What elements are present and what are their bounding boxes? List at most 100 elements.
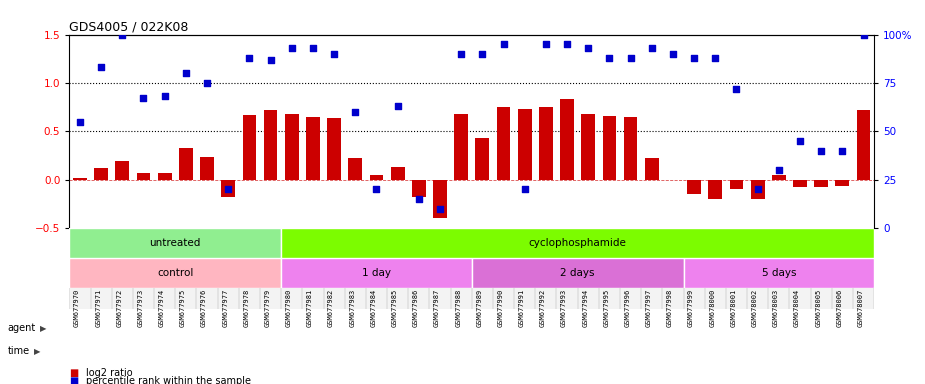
Bar	[602, 116, 616, 180]
Point	[433, 205, 448, 212]
Bar	[472, 258, 684, 288]
Bar	[217, 288, 239, 309]
Bar	[835, 180, 849, 186]
Bar	[814, 180, 828, 187]
Text: GSM677975: GSM677975	[179, 288, 186, 327]
Bar	[281, 288, 302, 309]
Bar	[221, 180, 235, 197]
Text: GSM677971: GSM677971	[95, 288, 101, 327]
Point	[412, 196, 426, 202]
Bar	[623, 117, 637, 180]
Bar	[769, 288, 789, 309]
Text: 1 day: 1 day	[362, 268, 391, 278]
Bar	[349, 158, 363, 180]
Text: GSM678001: GSM678001	[731, 288, 736, 327]
Point	[284, 45, 299, 51]
Text: GSM677995: GSM677995	[603, 288, 610, 327]
Bar	[557, 288, 577, 309]
Text: GSM677994: GSM677994	[582, 288, 588, 327]
Bar	[493, 288, 514, 309]
Text: time: time	[7, 346, 30, 356]
Bar	[200, 157, 214, 180]
Bar	[620, 288, 641, 309]
Bar	[684, 258, 874, 288]
Text: 2 days: 2 days	[561, 268, 595, 278]
Text: GSM677976: GSM677976	[201, 288, 207, 327]
Point	[708, 55, 722, 61]
Bar	[853, 288, 874, 309]
Bar	[137, 173, 151, 180]
Point	[560, 41, 574, 47]
Point	[729, 86, 744, 92]
Bar	[561, 99, 574, 180]
Bar	[387, 288, 408, 309]
Text: GSM677998: GSM677998	[667, 288, 672, 327]
Point	[263, 56, 278, 63]
Point	[242, 55, 257, 61]
Point	[369, 186, 384, 192]
Bar	[514, 288, 536, 309]
Point	[305, 45, 320, 51]
Text: GSM677977: GSM677977	[222, 288, 228, 327]
Bar	[536, 288, 557, 309]
Text: GSM678007: GSM678007	[857, 288, 864, 327]
Bar	[857, 110, 870, 180]
Point	[623, 55, 638, 61]
Text: GSM677974: GSM677974	[159, 288, 165, 327]
Point	[665, 51, 680, 57]
Bar	[730, 180, 744, 189]
Text: percentile rank within the sample: percentile rank within the sample	[86, 376, 251, 384]
Text: ■: ■	[69, 376, 79, 384]
Bar	[497, 107, 511, 180]
Text: ▶: ▶	[34, 347, 41, 356]
Point	[517, 186, 532, 192]
Bar	[158, 173, 171, 180]
Point	[686, 55, 701, 61]
Point	[327, 51, 341, 57]
Text: GSM677984: GSM677984	[370, 288, 376, 327]
Bar	[69, 288, 91, 309]
Bar	[429, 288, 450, 309]
Bar	[133, 288, 154, 309]
Bar	[345, 288, 366, 309]
Text: GSM677993: GSM677993	[561, 288, 567, 327]
Text: GSM677986: GSM677986	[413, 288, 419, 327]
Text: GSM677982: GSM677982	[328, 288, 334, 327]
Text: ▶: ▶	[40, 324, 46, 333]
Point	[93, 65, 108, 71]
Bar	[179, 147, 192, 180]
Bar	[709, 180, 722, 199]
Text: control: control	[157, 268, 193, 278]
Bar	[390, 167, 404, 180]
Bar	[687, 180, 701, 194]
Bar	[94, 168, 108, 180]
Bar	[662, 288, 684, 309]
Text: GSM678003: GSM678003	[772, 288, 779, 327]
Bar	[581, 114, 595, 180]
Point	[496, 41, 511, 47]
Bar	[324, 288, 345, 309]
Text: GSM677979: GSM677979	[265, 288, 270, 327]
Bar	[518, 109, 532, 180]
Point	[454, 51, 469, 57]
Bar	[726, 288, 747, 309]
Bar	[154, 288, 175, 309]
Point	[200, 80, 215, 86]
Text: GSM677985: GSM677985	[391, 288, 398, 327]
Bar	[112, 288, 133, 309]
Bar	[645, 158, 659, 180]
Bar	[475, 138, 489, 180]
Bar	[281, 228, 874, 258]
Bar	[810, 288, 832, 309]
Text: GSM677972: GSM677972	[117, 288, 122, 327]
Text: GSM677997: GSM677997	[646, 288, 652, 327]
Text: GSM677983: GSM677983	[350, 288, 355, 327]
Bar	[175, 288, 196, 309]
Text: GSM677988: GSM677988	[455, 288, 462, 327]
Text: GSM677992: GSM677992	[540, 288, 546, 327]
Point	[581, 45, 596, 51]
Text: cyclophosphamide: cyclophosphamide	[529, 238, 626, 248]
Bar	[751, 180, 765, 199]
Text: GSM678000: GSM678000	[709, 288, 715, 327]
Bar	[260, 288, 281, 309]
